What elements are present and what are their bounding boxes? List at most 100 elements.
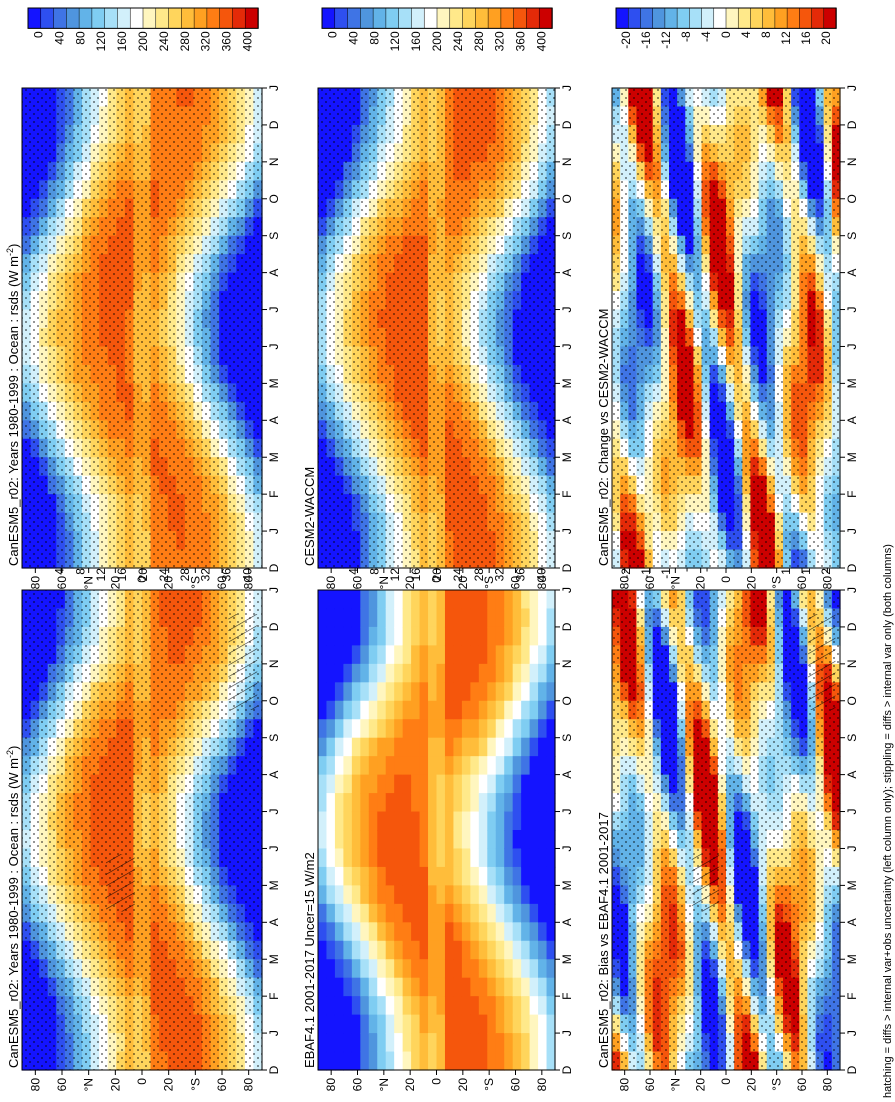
colorbar-swatch (640, 7, 654, 29)
heatmap-cell (487, 626, 497, 646)
heatmap-cell (334, 793, 344, 813)
heatmap-cell (402, 996, 412, 1016)
heatmap-cell (419, 959, 429, 979)
heatmap-cell (478, 885, 488, 905)
heatmap-cell (478, 1014, 488, 1034)
heatmap-cell (495, 719, 505, 739)
heatmap-cell (495, 977, 505, 997)
heatmap-cell (394, 626, 404, 646)
colorbar-swatch (360, 7, 374, 29)
heatmap-cell (512, 903, 522, 923)
heatmap-cell (411, 830, 421, 850)
heatmap-cell (428, 996, 438, 1016)
heatmap-cell (495, 700, 505, 720)
heatmap-cell (419, 756, 429, 776)
heatmap-cell (453, 940, 463, 960)
heatmap-cell (411, 903, 421, 923)
heatmap-cell (444, 626, 455, 646)
heatmap-cell (444, 848, 455, 868)
heatmap-cell (351, 922, 361, 942)
heatmap-cell (385, 959, 395, 979)
heatmap-cell (368, 903, 378, 923)
heatmap-cell (411, 959, 421, 979)
heatmap-cell (377, 1051, 387, 1071)
heatmap-cell (436, 663, 446, 683)
heatmap-cell (360, 922, 370, 942)
heatmap-cell (351, 682, 361, 702)
heatmap-cell (538, 626, 548, 646)
heatmap-cell (470, 774, 480, 794)
heatmap-cell (394, 959, 404, 979)
heatmap-cell (343, 866, 353, 886)
heatmap-cell (470, 1014, 480, 1034)
heatmap-cell (436, 626, 446, 646)
heatmap-cell (411, 885, 421, 905)
heatmap-cell (360, 830, 370, 850)
heatmap-cell (495, 1051, 505, 1071)
heatmap-cell (318, 756, 328, 776)
heatmap-cell (334, 885, 344, 905)
heatmap-cell (478, 996, 488, 1016)
heatmap-cell (368, 682, 378, 702)
colorbar-swatch (676, 7, 691, 29)
heatmap-cell (512, 756, 522, 776)
colorbar-swatch (500, 7, 515, 29)
panel-change: 80 60 °N 20 0 20 °S 60 80DJFMAMJJASONDJCanESM5_r… (596, 7, 859, 589)
heatmap-cell (318, 608, 328, 628)
heatmap-cell (394, 590, 404, 610)
heatmap-cell (343, 626, 353, 646)
heatmap-cell (436, 996, 446, 1016)
heatmap-cell (419, 645, 429, 665)
month-tick-label: J (267, 528, 281, 534)
heatmap-cell (453, 756, 463, 776)
heatmap-cell (470, 663, 480, 683)
heatmap-cell (419, 903, 429, 923)
heatmap-cell (504, 885, 514, 905)
heatmap-cell (470, 719, 480, 739)
heatmap-cell (470, 737, 480, 757)
colorbar-swatch (713, 7, 727, 29)
heatmap-cell (351, 1014, 361, 1034)
lat-tick-label: 60 (215, 1078, 229, 1092)
heatmap-cell (461, 866, 471, 886)
colorbar-tick-label: 360 (514, 31, 528, 51)
heatmap-cell (402, 977, 412, 997)
heatmap-cell (428, 811, 438, 831)
lat-tick-label: 60 (351, 1078, 365, 1092)
heatmap-cell (512, 940, 522, 960)
colorbar-tick-label: -20 (619, 31, 633, 49)
heatmap-cell (428, 830, 438, 850)
heatmap-cell (444, 700, 455, 720)
heatmap-cell (504, 977, 514, 997)
heatmap-cell (444, 996, 455, 1016)
panel-title-main: CESM2-WACCM (302, 467, 317, 566)
heatmap-cell (377, 1014, 387, 1034)
heatmap-cell (546, 1014, 556, 1034)
heatmap-cell (444, 959, 455, 979)
lat-tick-label: °S (770, 576, 784, 589)
heatmap-cell (529, 1033, 539, 1053)
heatmap-cell (487, 774, 497, 794)
heatmap-cell (402, 959, 412, 979)
heatmap-cell (411, 1051, 421, 1071)
heatmap-cell (326, 848, 336, 868)
heatmap-cell (419, 1033, 429, 1053)
heatmap-cell (343, 737, 353, 757)
heatmap-cell (453, 737, 463, 757)
heatmap-cell (402, 885, 412, 905)
heatmap-cell (351, 1051, 361, 1071)
heatmap-cell (360, 940, 370, 960)
panel-title: CanESM5_r02: Years 1980-1999 : Ocean : r… (5, 244, 21, 566)
heatmap-cell (478, 663, 488, 683)
heatmap-cell (453, 811, 463, 831)
heatmap-cell (351, 756, 361, 776)
heatmap-cell (529, 590, 539, 610)
heatmap-cell (326, 700, 336, 720)
heatmap-cell (495, 885, 505, 905)
heatmap-cell (377, 590, 387, 610)
heatmap-cell (402, 645, 412, 665)
heatmap-cell (538, 1051, 548, 1071)
month-tick-label: M (267, 880, 281, 890)
heatmap-cell (461, 793, 471, 813)
heatmap-cell (504, 940, 514, 960)
